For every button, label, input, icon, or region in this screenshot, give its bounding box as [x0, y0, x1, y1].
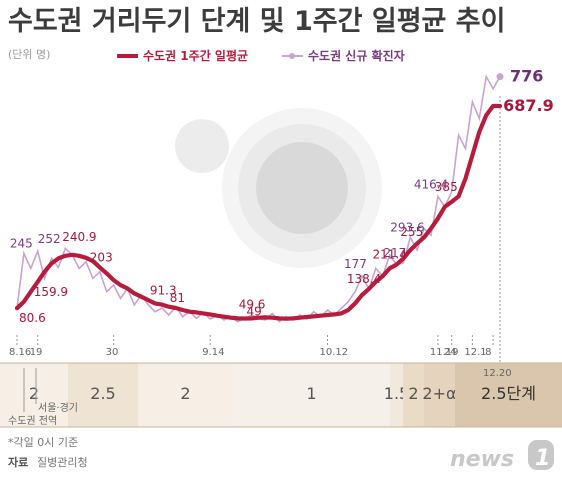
avg-marker: [70, 253, 74, 257]
distancing-stage-bands: 2 2.5 2 1 1.5 2 2+α 2.5단계: [0, 363, 562, 427]
daily-last-marker: [496, 73, 504, 81]
x-tick-label: 10.12: [320, 347, 349, 358]
avg-data-label: 240.9: [62, 230, 96, 244]
avg-data-label: 211.4: [373, 248, 407, 262]
avg-marker: [367, 287, 371, 291]
x-tick-label: 12.1: [464, 347, 486, 358]
avg-data-label: 138.4: [347, 272, 381, 286]
legend-marker-daily: [289, 53, 295, 59]
source-label: 자료: [8, 455, 28, 469]
daily-data-label: 245: [10, 236, 33, 250]
avg-marker: [98, 265, 102, 270]
stage-band-label: 2.5: [90, 384, 115, 403]
stage-band: [390, 363, 403, 427]
avg-marker: [15, 306, 19, 311]
avg-marker: [242, 316, 247, 321]
stage-band: [233, 363, 390, 427]
avg-marker: [160, 302, 164, 307]
stage-band-label: 2: [408, 384, 418, 403]
avg-data-label: 49: [247, 305, 262, 319]
avg-marker: [173, 306, 178, 310]
daily-data-label: 252: [38, 232, 61, 246]
avg-marker: [408, 248, 413, 252]
stage-band-label: 2: [180, 384, 190, 403]
daily-data-label: 217: [383, 246, 406, 260]
x-tick-label: 19: [30, 347, 43, 358]
stage-band-label: 1: [306, 384, 316, 403]
avg-marker: [256, 315, 261, 320]
stage-band-label: 2.5단계: [481, 384, 536, 403]
stage-band-label: 2: [29, 384, 39, 403]
avg-data-label: 687.9: [503, 96, 554, 115]
avg-data-label: 81: [170, 291, 185, 305]
stage-band-label: 2+α: [422, 384, 456, 403]
stage-band: [138, 363, 233, 427]
avg-marker: [394, 262, 399, 267]
stage-band: [68, 363, 138, 427]
stage-band-label: 1.5: [384, 384, 409, 403]
seoul-note: 서울·경기 수도권 전역: [8, 368, 78, 427]
chart-title: 수도권 거리두기 단계 및 1주간 일평균 추이: [8, 6, 505, 37]
note-seoul: 서울·경기: [38, 401, 78, 414]
stage-band: [424, 363, 455, 427]
avg-data-label: 49.6: [239, 298, 266, 312]
stage-band: [0, 363, 68, 427]
avg-marker: [35, 280, 40, 284]
daily-data-label: 177: [344, 257, 367, 271]
note-metro: 수도권 전역: [8, 415, 57, 427]
virus-illustration: [175, 108, 382, 268]
avg-data-label: 385: [435, 180, 458, 194]
logo-badge: [528, 440, 554, 470]
unit-label: (단위 명): [8, 48, 50, 61]
logo-badge-digit: 1: [535, 446, 550, 471]
x-tick-label: 11.19: [430, 347, 459, 358]
x-tick-label: 24: [444, 347, 457, 358]
daily-data-label: 416.4: [414, 177, 448, 191]
news1-logo: news 1: [450, 440, 554, 472]
stage-date-label: 12.20: [483, 368, 512, 379]
legend-label-daily: 수도권 신규 확진자: [308, 48, 405, 63]
avg-data-label: 159.9: [34, 285, 68, 299]
daily-data-label: 293.6: [390, 220, 424, 234]
x-tick-label: 30: [106, 347, 119, 358]
logo-text: news: [450, 447, 514, 472]
stage-band: [455, 363, 562, 427]
legend: 수도권 1주간 일평균 수도권 신규 확진자: [117, 48, 405, 63]
x-tick-label: 8: [485, 347, 491, 358]
stage-band: [403, 363, 424, 427]
daily-data-label: 776: [510, 67, 543, 86]
avg-data-label: 203: [90, 250, 113, 264]
avg-data-label: 91.3: [150, 284, 177, 298]
avg-marker: [443, 205, 447, 209]
x-tick-label: 8.16: [9, 347, 31, 358]
avg-data-label: 255: [400, 225, 423, 239]
avg-data-label: 80.6: [19, 311, 46, 325]
legend-label-avg: 수도권 1주간 일평균: [143, 48, 248, 63]
footnote: *각일 0시 기준: [8, 435, 78, 449]
x-tick-label: 9.14: [202, 347, 224, 358]
source-value: 질병관리청: [37, 456, 88, 469]
